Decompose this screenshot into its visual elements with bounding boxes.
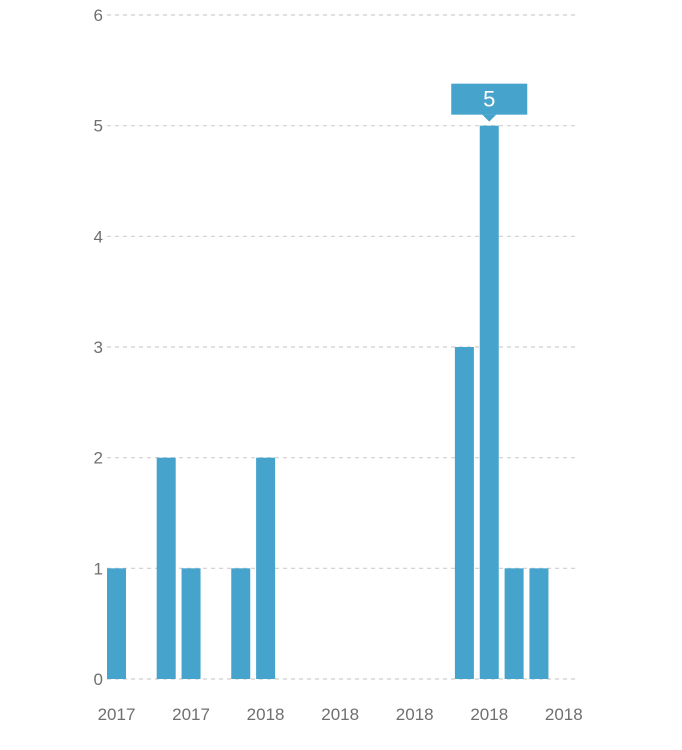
bar[interactable] bbox=[479, 125, 499, 679]
gridlines bbox=[107, 14, 578, 680]
x-axis-ticks: 2017 2017 2018 2018 2018 2018 2018 bbox=[98, 705, 583, 724]
bar[interactable] bbox=[504, 568, 524, 679]
tooltip-box bbox=[451, 83, 528, 115]
bar[interactable] bbox=[231, 568, 251, 679]
x-tick-label: 2017 bbox=[98, 705, 136, 724]
y-tick-label: 5 bbox=[94, 117, 103, 136]
x-tick-label: 2017 bbox=[172, 705, 210, 724]
y-tick-label: 0 bbox=[94, 670, 103, 689]
bar[interactable] bbox=[529, 568, 549, 679]
tooltip-value: 5 bbox=[483, 87, 495, 112]
bar[interactable] bbox=[454, 347, 474, 679]
x-tick-label: 2018 bbox=[321, 705, 359, 724]
y-tick-label: 3 bbox=[94, 338, 103, 357]
bars bbox=[107, 125, 549, 679]
x-tick-label: 2018 bbox=[396, 705, 434, 724]
y-tick-label: 6 bbox=[94, 6, 103, 25]
bar[interactable] bbox=[256, 457, 276, 679]
y-tick-label: 4 bbox=[94, 227, 103, 246]
value-tooltip: 5 bbox=[451, 83, 528, 122]
x-tick-label: 2018 bbox=[247, 705, 285, 724]
y-axis-ticks: 0 1 2 3 4 5 6 bbox=[94, 6, 103, 689]
bar[interactable] bbox=[181, 568, 201, 679]
x-tick-label: 2018 bbox=[545, 705, 583, 724]
bar[interactable] bbox=[156, 457, 176, 679]
tooltip-pointer bbox=[482, 114, 497, 122]
y-tick-label: 1 bbox=[94, 559, 103, 578]
y-tick-label: 2 bbox=[94, 449, 103, 468]
bar[interactable] bbox=[107, 568, 126, 679]
x-tick-label: 2018 bbox=[470, 705, 508, 724]
